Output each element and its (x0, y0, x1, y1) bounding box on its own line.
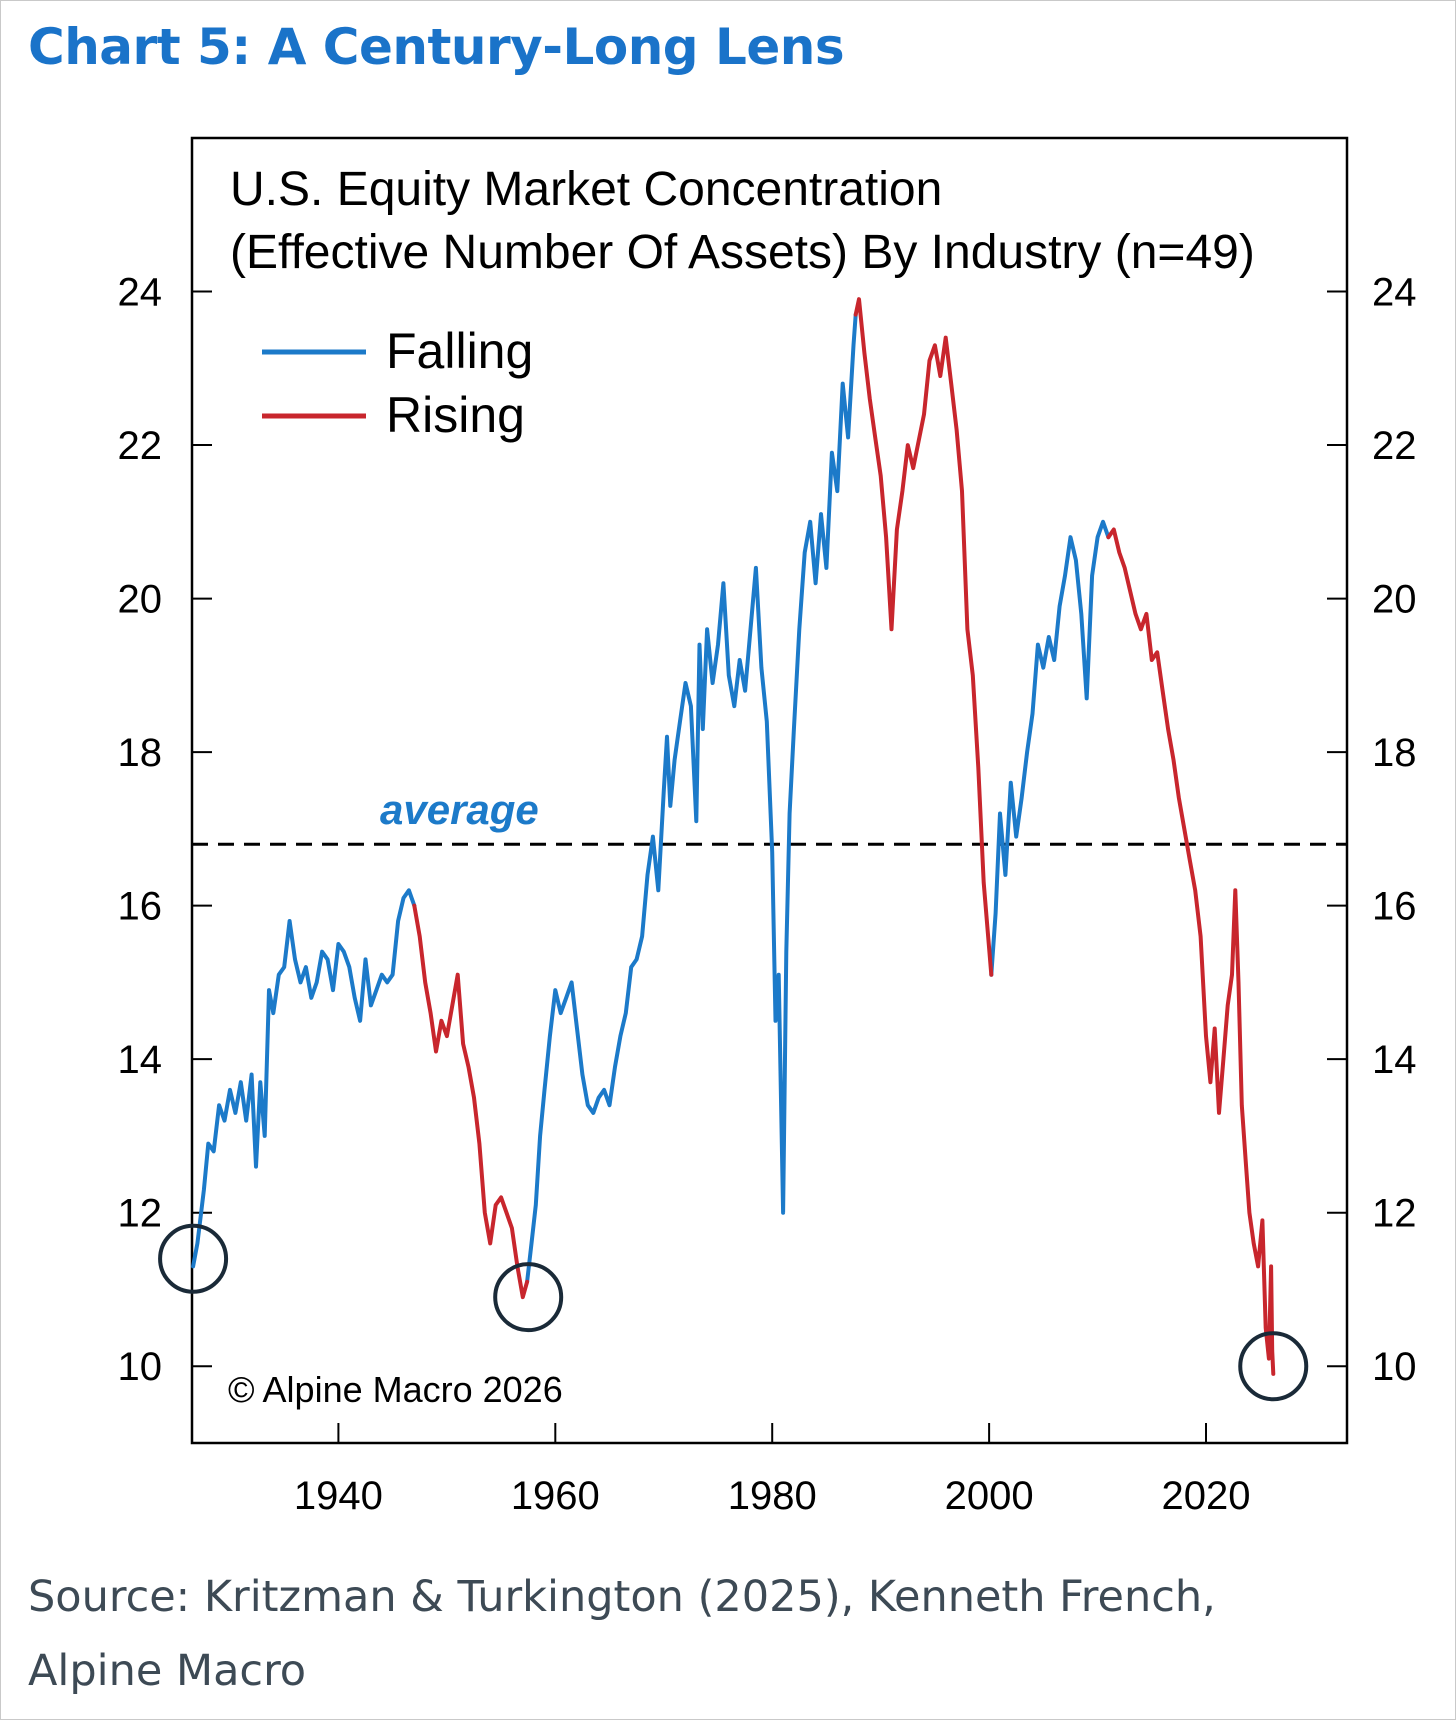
y-tick-label-left: 24 (118, 271, 163, 315)
source-note: Source: Kritzman & Turkington (2025), Ke… (28, 1560, 1408, 1708)
y-tick-label-right: 14 (1372, 1038, 1417, 1082)
x-tick-label: 1980 (728, 1474, 817, 1518)
y-tick-label-left: 12 (118, 1192, 163, 1236)
y-tick-label-left: 16 (118, 885, 163, 929)
legend-label-rising: Rising (386, 387, 525, 443)
legend-label-falling: Falling (386, 323, 533, 379)
y-tick-label-left: 10 (118, 1345, 163, 1389)
highlight-circle-1 (158, 1223, 229, 1294)
y-tick-label-left: 18 (118, 731, 163, 775)
series-line-rising-2 (853, 297, 994, 977)
highlight-circle-3 (1238, 1331, 1309, 1402)
x-tick-label: 1960 (511, 1474, 600, 1518)
chart-headline: Chart 5: A Century-Long Lens (28, 18, 845, 76)
y-tick-label-right: 20 (1372, 578, 1417, 622)
x-tick-label: 1940 (294, 1474, 383, 1518)
y-tick-label-left: 20 (118, 578, 163, 622)
series-line-falling-3 (989, 519, 1111, 977)
y-tick-label-right: 10 (1372, 1345, 1417, 1389)
chart-title: U.S. Equity Market Concentration (230, 163, 942, 216)
source-line-1: Source: Kritzman & Turkington (2025), Ke… (28, 1572, 1216, 1622)
y-tick-label-right: 22 (1372, 424, 1417, 468)
y-tick-label-right: 16 (1372, 885, 1417, 929)
highlight-circle-2 (493, 1262, 564, 1333)
chart-subtitle: (Effective Number Of Assets) By Industry… (230, 226, 1255, 279)
y-tick-label-left: 14 (118, 1038, 163, 1082)
y-tick-label-right: 18 (1372, 731, 1417, 775)
series-line-falling-1 (191, 888, 417, 1269)
y-tick-label-right: 24 (1372, 271, 1417, 315)
y-tick-label-left: 22 (118, 424, 163, 468)
plot-frame (190, 136, 1349, 1445)
source-line-2: Alpine Macro (28, 1646, 307, 1696)
y-tick-label-right: 12 (1372, 1192, 1417, 1236)
x-tick-label: 2000 (945, 1474, 1034, 1518)
x-tick-label: 2020 (1162, 1474, 1251, 1518)
series-line-rising-3 (1106, 527, 1276, 1376)
copyright-note: © Alpine Macro 2026 (228, 1369, 563, 1410)
series-line-falling-2 (525, 312, 858, 1284)
average-label: average (380, 786, 539, 833)
series-line-rising-1 (412, 903, 530, 1300)
